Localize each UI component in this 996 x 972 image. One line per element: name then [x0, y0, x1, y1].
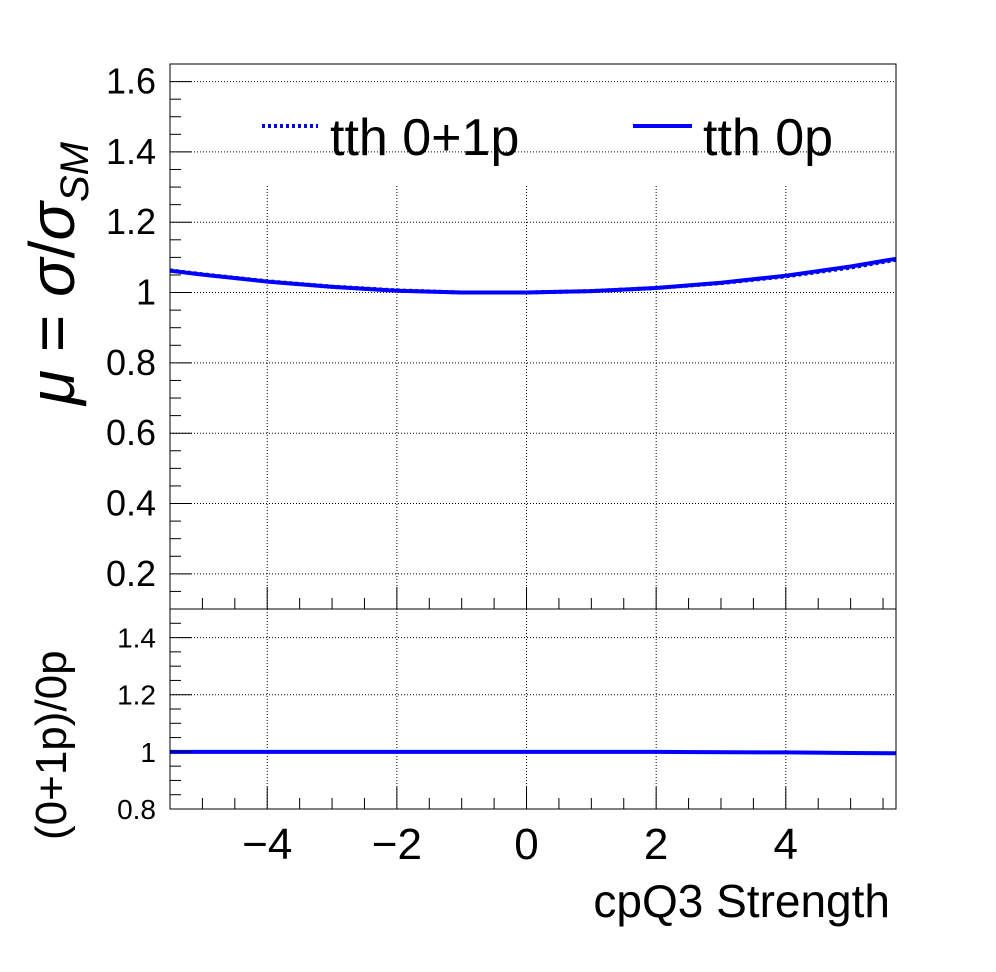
ratio-x-ticks: −4 −2 0 2 4: [169, 787, 884, 869]
x-tick-label-4: 4: [774, 820, 798, 869]
y-tick-label-0: 0.2: [106, 553, 156, 594]
y-tick-label-0: 0.8: [117, 794, 156, 825]
ylabel-eq: =: [16, 297, 88, 370]
ratio-panel: 0.8 1 1.2 1.4 −4 −2 0 2 4 (0+1p)/0p cpQ3 Streng…: [27, 608, 897, 927]
ylabel-subscript: SM: [53, 141, 97, 202]
y-tick-label-1: 1: [140, 737, 156, 768]
y-tick-label-5: 1.2: [106, 201, 156, 242]
main-y-ticks: 0.2 0.4 0.6 0.8 1 1.2 1.4 1.6: [106, 61, 192, 610]
ratio-series: [169, 749, 897, 756]
main-y-axis-title: μ = σ/σSM: [16, 141, 97, 407]
x-tick-label-3: 2: [644, 820, 668, 869]
ylabel-sigma-sm: σ: [16, 200, 88, 241]
x-axis-title: cpQ3 Strength: [593, 875, 890, 927]
legend-label-tth-0p1p: tth 0+1p: [330, 109, 519, 167]
main-panel: 0.20.40.60.811.21.41.6 μ = σ/σSM tth 0+1…: [16, 61, 897, 610]
ratio-y-axis-title: (0+1p)/0p: [27, 650, 76, 840]
x-tick-label-2: 0: [514, 820, 538, 869]
y-tick-label-3: 0.8: [106, 342, 156, 383]
y-tick-label-3: 1.4: [117, 623, 156, 654]
y-tick-label-2: 1.2: [117, 680, 156, 711]
y-tick-label-2: 0.6: [106, 412, 156, 453]
x-tick-label-0: −4: [242, 820, 292, 869]
y-tick-label-7: 1.6: [106, 61, 156, 102]
y-tick-label-6: 1.4: [106, 131, 156, 172]
legend-label-tth-0p: tth 0p: [703, 109, 833, 167]
ylabel-mu: μ: [16, 370, 88, 407]
main-series: [169, 256, 897, 295]
ratio-series-0: [170, 749, 897, 756]
ylabel-sigma: σ: [16, 256, 88, 297]
x-tick-label-1: −2: [372, 820, 422, 869]
legend: tth 0+1p tth 0p: [262, 109, 833, 167]
y-tick-label-4: 1: [136, 272, 156, 313]
main-x-ticks: [169, 587, 884, 609]
ratio-y-ticks: 0.8 1 1.2 1.4: [117, 608, 192, 825]
ylabel-slash: /: [16, 240, 88, 258]
y-tick-label-1: 0.4: [106, 483, 156, 524]
